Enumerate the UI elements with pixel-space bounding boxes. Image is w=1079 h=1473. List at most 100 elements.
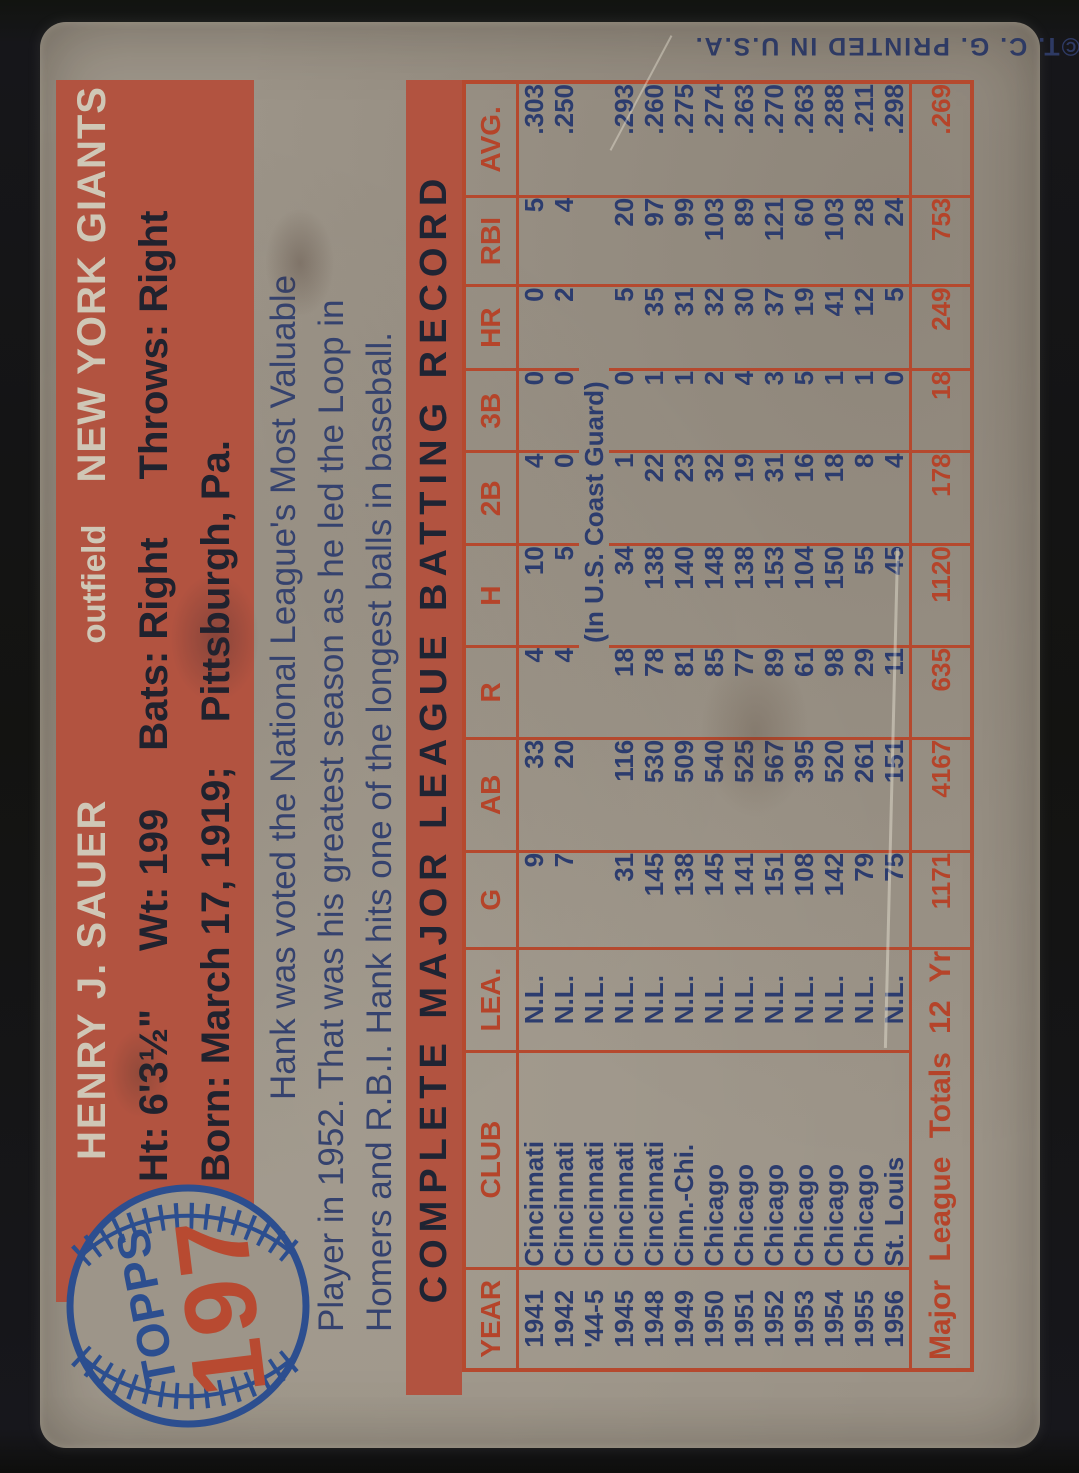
cell-h: 153 [759, 544, 789, 647]
cell-year: 1941 [517, 1268, 549, 1370]
cell-3b: 2 [699, 369, 729, 452]
cell-2b: 16 [789, 451, 819, 545]
cell-league: N.L. [699, 948, 729, 1052]
column-header-r: R [464, 646, 518, 739]
cell-r: 81 [669, 646, 699, 739]
cell-r: 11 [879, 646, 911, 739]
cell-h: 148 [699, 544, 729, 647]
bio-line: Homers and R.B.I. Hank hits one of the l… [360, 332, 399, 1332]
stats-row-1948: 1948 Cincinnati N.L. 145 530 78 138 22 1 35 97.260 [639, 82, 669, 1370]
print-credit: ©T. C. G. PRINTED IN U.S.A. [693, 32, 1079, 60]
cell-g: 75 [879, 851, 911, 949]
player-throws: Throws: Right [132, 210, 176, 480]
cell-2b: 18 [819, 451, 849, 545]
cell-year: 1954 [819, 1268, 849, 1370]
cell-g: 7 [549, 851, 579, 949]
cell-r: 78 [639, 646, 669, 739]
card-number: 197 [153, 1208, 288, 1403]
stats-header-row: YEAR CLUB LEA. G AB R H 2B 3B HR RBI AVG. [464, 82, 518, 1370]
cell-2b: 4 [517, 451, 549, 545]
column-header-year: YEAR [464, 1268, 518, 1370]
cell-ab: 520 [819, 738, 849, 852]
cell-r: 29 [849, 646, 879, 739]
cell-ab: 261 [849, 738, 879, 852]
cell-2b: 19 [729, 451, 759, 545]
cell-year: 1951 [729, 1268, 759, 1370]
column-header-rbi: RBI [464, 196, 518, 286]
stats-row-1956: 1956 St. Louis N.L. 75 151 11 45 4 0 5 24.298 [879, 82, 911, 1370]
player-name-line: HENRY J. SAUER outfield NEW YORK GIANTS [56, 80, 123, 1302]
cell-h: 10 [517, 544, 549, 647]
player-vitals-line: Ht: 6'3½" Wt: 199 Bats: Right Throws: Right [123, 80, 185, 1302]
cell-ab: 540 [699, 738, 729, 852]
cell-hr: 37 [759, 285, 789, 370]
totals-g: 1171 [910, 851, 972, 949]
batting-record-title: COMPLETE MAJOR LEAGUE BATTING RECORD [406, 80, 462, 1395]
cell-hr: 0 [517, 285, 549, 370]
cell-league: N.L. [729, 948, 759, 1052]
cell-year: 1955 [849, 1268, 879, 1370]
cell-g: 79 [849, 851, 879, 949]
cell-g: 141 [729, 851, 759, 949]
cell-hr: 41 [819, 285, 849, 370]
cell-rbi: 99 [669, 196, 699, 286]
totals-3b: 18 [910, 369, 972, 452]
stats-row-1953: 1953 Chicago N.L. 108 395 61 104 16 5 19 60.263 [789, 82, 819, 1370]
cell-r: 89 [759, 646, 789, 739]
stats-totals-row: Major League Totals 12 Yrs. 1171 4167 635 11… [910, 82, 972, 1370]
cell-league: N.L. [789, 948, 819, 1052]
cell-3b: 3 [759, 369, 789, 452]
cell-2b: 8 [849, 451, 879, 545]
column-header-hr: HR [464, 285, 518, 370]
cell-ab: 20 [549, 738, 579, 852]
cell-year: 1952 [759, 1268, 789, 1370]
cell-league: N.L. [639, 948, 669, 1052]
cell-hr: 35 [639, 285, 669, 370]
cell-h: 104 [789, 544, 819, 647]
cell-year: 1949 [669, 1268, 699, 1370]
cell-r: 98 [819, 646, 849, 739]
cell-avg: .270 [759, 82, 789, 197]
cell-3b: 0 [549, 369, 579, 452]
column-header-avg: AVG. [464, 82, 518, 197]
cell-club: St. Louis [879, 1051, 911, 1269]
baseball-card-back: HENRY J. SAUER outfield NEW YORK GIANTS … [40, 22, 1079, 1448]
cell-g: 145 [699, 851, 729, 949]
cell-hr: 12 [849, 285, 879, 370]
totals-avg: .269 [910, 82, 972, 197]
cell-hr: 19 [789, 285, 819, 370]
cell-rbi: 4 [549, 196, 579, 286]
cell-club: Chicago [759, 1051, 789, 1269]
cell-rbi: 89 [729, 196, 759, 286]
cell-year: 1942 [549, 1268, 579, 1370]
stats-row-1954: 1954 Chicago N.L. 142 520 98 150 18 1 41 103.288 [819, 82, 849, 1370]
totals-label: Major League Totals 12 Yrs. [910, 948, 972, 1370]
player-birthplace: Pittsburgh, Pa. [194, 440, 238, 723]
cell-club: Cincinnati [639, 1051, 669, 1269]
cell-2b: 4 [879, 451, 911, 545]
cell-club: Chicago [729, 1051, 759, 1269]
cell-g: 142 [819, 851, 849, 949]
bio-line: Player in 1952. That was his greatest se… [312, 299, 351, 1332]
cell-avg: .288 [819, 82, 849, 197]
cell-3b: 0 [517, 369, 549, 452]
stats-row-1950: 1950 Chicago N.L. 145 540 85 148 32 2 32 103.274 [699, 82, 729, 1370]
cell-r: 85 [699, 646, 729, 739]
stats-row-1945: 1945 Cincinnati N.L. 31 116 18 34 1 0 5 20.293 [609, 82, 639, 1370]
cell-club: Cincinnati [517, 1051, 549, 1269]
cell-ab: 151 [879, 738, 911, 852]
batting-record-section: COMPLETE MAJOR LEAGUE BATTING RECORD YEA… [406, 80, 974, 1395]
cell-league: N.L. [609, 948, 639, 1052]
column-header-club: CLUB [464, 1051, 518, 1269]
batting-record-table: YEAR CLUB LEA. G AB R H 2B 3B HR RBI AVG. 1941 Cinci… [462, 80, 974, 1372]
cell-r: 18 [609, 646, 639, 739]
cell-ab: 530 [639, 738, 669, 852]
column-header-2b: 2B [464, 451, 518, 545]
cell-rbi: 5 [517, 196, 549, 286]
cell-rbi [579, 196, 609, 286]
cell-3b: 1 [669, 369, 699, 452]
cell-2b: 1 [609, 451, 639, 545]
cell-year: 1945 [609, 1268, 639, 1370]
cell-league: N.L. [759, 948, 789, 1052]
